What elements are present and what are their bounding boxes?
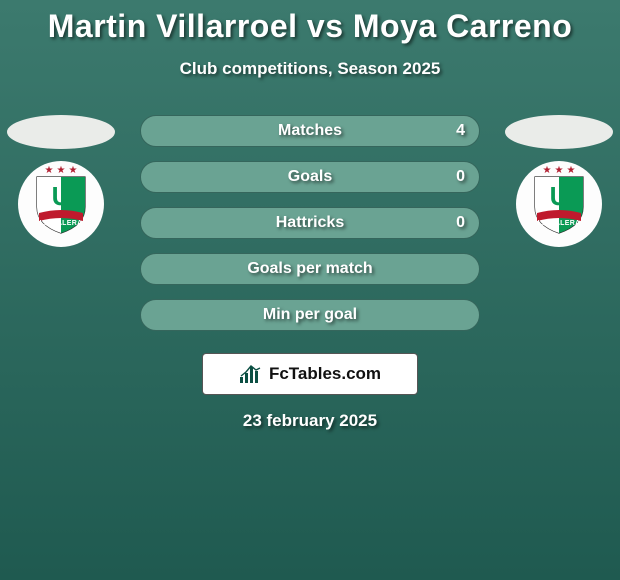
branding-text: FcTables.com	[269, 364, 381, 384]
club-name-left: LA CALERA	[33, 220, 89, 227]
player-right-column: ★★★ U LA CALERA	[504, 115, 614, 247]
stat-row-matches: Matches 4	[140, 115, 480, 147]
shield-icon: ★★★ U LA CALERA	[33, 173, 89, 235]
stat-label: Hattricks	[276, 214, 344, 232]
comparison-infographic: Martin Villarroel vs Moya Carreno Club c…	[0, 0, 620, 580]
stat-right-value: 0	[456, 214, 465, 232]
stars-icon: ★★★	[33, 165, 89, 176]
stat-row-min-per-goal: Min per goal	[140, 299, 480, 331]
stat-row-hattricks: Hattricks 0	[140, 207, 480, 239]
page-title: Martin Villarroel vs Moya Carreno	[0, 8, 620, 45]
player-right-avatar	[505, 115, 613, 149]
stat-row-goals-per-match: Goals per match	[140, 253, 480, 285]
stat-right-value: 0	[456, 168, 465, 186]
stat-label: Min per goal	[263, 306, 357, 324]
player-left-avatar	[7, 115, 115, 149]
player-left-column: ★★★ U LA CALERA	[6, 115, 116, 247]
player-right-club-badge: ★★★ U LA CALERA	[516, 161, 602, 247]
stat-row-goals: Goals 0	[140, 161, 480, 193]
page-subtitle: Club competitions, Season 2025	[0, 59, 620, 79]
svg-text:U: U	[52, 181, 71, 211]
stat-label: Matches	[278, 122, 342, 140]
svg-text:U: U	[550, 181, 569, 211]
stars-icon: ★★★	[531, 165, 587, 176]
stat-label: Goals	[288, 168, 332, 186]
shield-icon: ★★★ U LA CALERA	[531, 173, 587, 235]
stat-rows: Matches 4 Goals 0 Hattricks 0 Goals per …	[140, 115, 480, 331]
date-text: 23 february 2025	[0, 411, 620, 431]
stat-right-value: 4	[456, 122, 465, 140]
player-left-club-badge: ★★★ U LA CALERA	[18, 161, 104, 247]
bar-chart-icon	[239, 365, 263, 383]
content-area: ★★★ U LA CALERA Matches 4	[0, 115, 620, 331]
club-name-right: LA CALERA	[531, 220, 587, 227]
branding-badge: FcTables.com	[202, 353, 418, 395]
stat-label: Goals per match	[247, 260, 372, 278]
